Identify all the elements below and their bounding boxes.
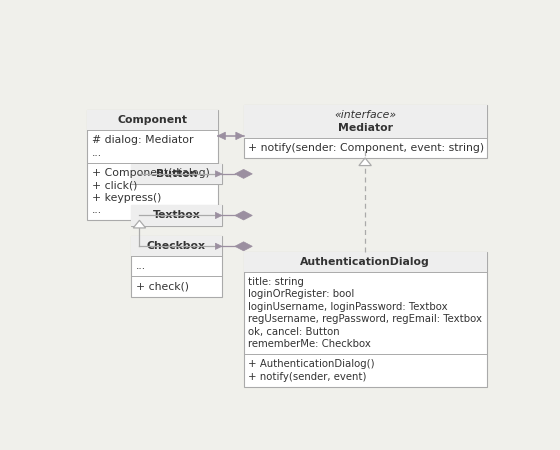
Polygon shape [235, 242, 252, 251]
Bar [244, 252, 487, 387]
Text: regUsername, regPassword, regEmail: Textbox: regUsername, regPassword, regEmail: Text… [249, 314, 482, 324]
Polygon shape [235, 169, 252, 178]
Text: Component: Component [118, 115, 188, 125]
Bar [130, 205, 222, 225]
Text: Mediator: Mediator [338, 123, 393, 133]
Text: AuthenticationDialog: AuthenticationDialog [300, 256, 430, 266]
Text: ok, cancel: Button: ok, cancel: Button [249, 327, 340, 337]
Bar [130, 164, 222, 184]
Text: loginOrRegister: bool: loginOrRegister: bool [249, 289, 354, 299]
Bar [130, 236, 222, 256]
Text: Button: Button [156, 169, 197, 179]
Text: + AuthenticationDialog(): + AuthenticationDialog() [249, 359, 375, 369]
Bar [87, 110, 217, 220]
Bar [244, 105, 487, 158]
Text: # dialog: Mediator: # dialog: Mediator [92, 135, 194, 145]
Text: ...: ... [92, 148, 102, 158]
Text: + Component(dialog): + Component(dialog) [92, 168, 210, 178]
Text: ...: ... [92, 205, 102, 215]
Bar [130, 236, 222, 297]
Bar [244, 252, 487, 272]
Text: rememberMe: Checkbox: rememberMe: Checkbox [249, 339, 371, 349]
Polygon shape [133, 220, 146, 228]
Text: loginUsername, loginPassword: Textbox: loginUsername, loginPassword: Textbox [249, 302, 448, 311]
Polygon shape [217, 132, 225, 140]
Polygon shape [216, 243, 222, 249]
Polygon shape [216, 171, 222, 177]
Bar [130, 205, 222, 225]
Polygon shape [236, 132, 244, 140]
Text: + keypress(): + keypress() [92, 193, 161, 203]
Text: title: string: title: string [249, 277, 304, 287]
Text: + notify(sender, event): + notify(sender, event) [249, 372, 367, 382]
Polygon shape [235, 211, 252, 220]
Text: ...: ... [136, 261, 146, 271]
Text: + click(): + click() [92, 180, 138, 190]
Bar [87, 110, 217, 130]
Text: + check(): + check() [136, 282, 189, 292]
Text: Textbox: Textbox [152, 211, 200, 220]
Polygon shape [216, 212, 222, 219]
Text: + notify(sender: Component, event: string): + notify(sender: Component, event: strin… [249, 143, 484, 153]
Bar [244, 105, 487, 138]
Text: Checkbox: Checkbox [147, 241, 206, 251]
Polygon shape [359, 158, 371, 166]
Text: «interface»: «interface» [334, 110, 396, 120]
Bar [130, 164, 222, 184]
